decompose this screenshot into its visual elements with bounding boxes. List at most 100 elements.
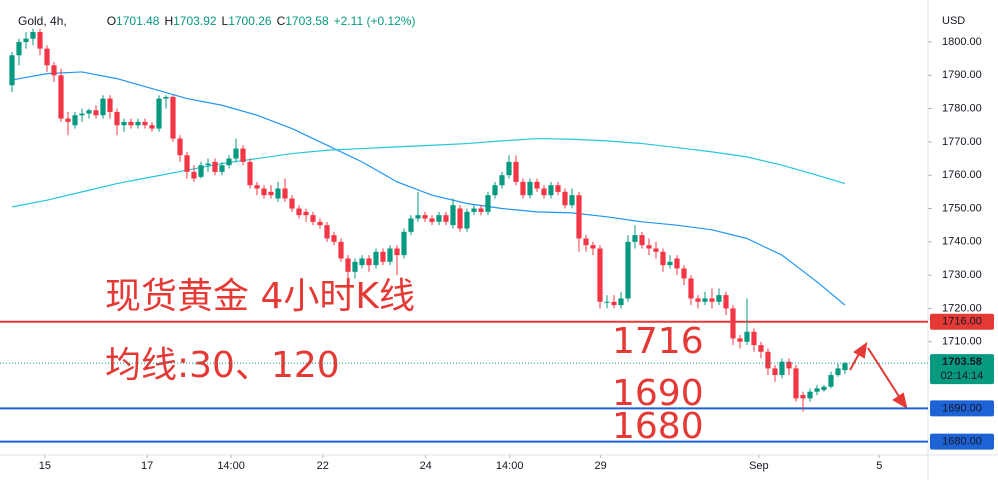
x-tick-label: Sep	[749, 460, 769, 472]
candle-body	[261, 188, 267, 196]
candle-body	[9, 55, 15, 86]
candle-body	[387, 248, 393, 262]
candle-body	[450, 205, 456, 226]
candle-body	[198, 165, 204, 177]
x-tick-label: 15	[39, 460, 51, 472]
candle-body	[821, 386, 827, 391]
candle-body	[107, 98, 113, 112]
x-tick-label: 24	[420, 460, 432, 472]
y-tick-label: 1800.00	[942, 36, 982, 48]
candle-body	[345, 258, 351, 272]
candle-body	[170, 96, 176, 139]
y-tick-label: 1750.00	[942, 202, 982, 214]
candle-body	[513, 161, 519, 182]
candle-body	[23, 38, 29, 42]
x-tick-label: 17	[141, 460, 153, 472]
candle-body	[793, 368, 799, 399]
symbol: Gold, 4h,	[18, 14, 67, 28]
candle-body	[772, 368, 778, 376]
candle-body	[226, 158, 232, 166]
candle-body	[555, 185, 561, 192]
candle-body	[716, 295, 722, 302]
y-tick-label: 1710.00	[942, 336, 982, 348]
candle-body	[471, 208, 477, 212]
y-tick-label: 1720.00	[942, 302, 982, 314]
candle-body	[296, 208, 302, 216]
moving-average	[11, 71, 846, 306]
candle-body	[212, 161, 218, 172]
candle-body	[618, 298, 624, 306]
arrow-up	[849, 351, 861, 371]
candle-body	[16, 41, 22, 56]
candle-body	[247, 161, 253, 186]
candle-body	[625, 241, 631, 299]
candle-body	[338, 241, 344, 259]
candle-body	[114, 111, 120, 126]
candle-body	[254, 185, 260, 189]
candle-body	[814, 388, 820, 392]
candle-body	[758, 345, 764, 352]
candle-body	[429, 218, 435, 222]
candle-body	[835, 368, 841, 376]
candle-body	[219, 165, 225, 172]
candle-body	[478, 208, 484, 212]
annotation: 均线:30、120	[105, 345, 340, 386]
candle-body	[275, 188, 281, 199]
candle-body	[674, 258, 680, 269]
candle-body	[65, 118, 71, 122]
candle-body	[240, 148, 246, 162]
y-tick-label: 1760.00	[942, 169, 982, 181]
candle-body	[765, 351, 771, 369]
y-tick-label: 1770.00	[942, 136, 982, 148]
candle-body	[807, 391, 813, 399]
candle-body	[611, 301, 617, 306]
candle-body	[681, 268, 687, 279]
candle-body	[660, 251, 666, 266]
candle-body	[30, 31, 36, 39]
candle-body	[842, 363, 848, 371]
currency: USD	[942, 15, 965, 27]
annotation: 1690	[612, 373, 704, 414]
candle-body	[520, 181, 526, 196]
candle-body	[562, 191, 568, 206]
candle-body	[492, 185, 498, 196]
candle-body	[142, 121, 148, 126]
x-tick-label: 29	[595, 460, 607, 472]
x-tick-label: 14:00	[217, 460, 245, 472]
ohlc-key: C	[277, 14, 286, 28]
ohlc-key: O	[107, 14, 116, 28]
candle-body	[93, 110, 99, 116]
level-box	[930, 400, 994, 417]
candle-body	[310, 215, 316, 222]
candle-body	[373, 251, 379, 266]
level-label: 1690.00	[942, 402, 982, 414]
candle-body	[121, 121, 127, 126]
candle-body	[401, 231, 407, 256]
candle-body	[730, 308, 736, 339]
candle-body	[51, 65, 57, 76]
annotation: 1716	[612, 321, 704, 362]
candle-body	[86, 110, 92, 114]
annotation: 1680	[612, 406, 704, 447]
candle-body	[646, 245, 652, 249]
arrow-head	[853, 341, 868, 359]
candle-body	[737, 338, 743, 342]
candle-body	[702, 298, 708, 302]
candle-body	[576, 195, 582, 239]
candle-body	[541, 188, 547, 196]
candle-body	[156, 98, 162, 129]
candle-body	[464, 211, 470, 229]
candle-body	[37, 31, 43, 49]
annotation: 现货黄金 4小时K线	[105, 276, 415, 317]
candle-body	[786, 361, 792, 369]
candle-body	[317, 221, 323, 226]
candle-body	[639, 235, 645, 246]
last-price-label: 1703.58	[942, 356, 982, 368]
header: Gold, 4h, O1701.48 H1703.92 L1700.26 C1703.5…	[18, 14, 415, 28]
last-price-box	[930, 354, 994, 385]
candle-body	[149, 125, 155, 129]
candle-body	[233, 148, 239, 159]
candle-body	[583, 238, 589, 246]
